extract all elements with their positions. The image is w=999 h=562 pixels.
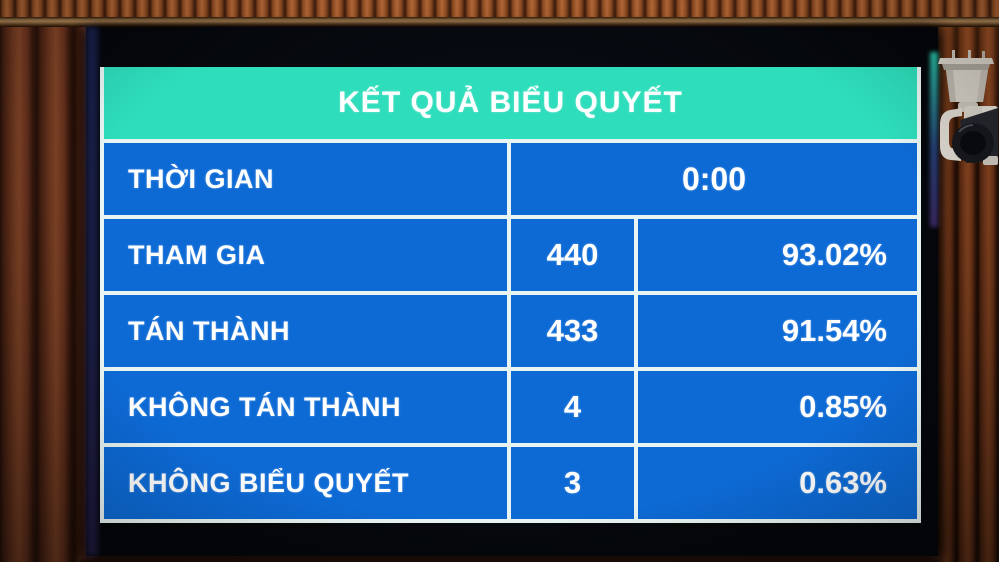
wood-wall-bottom [80, 556, 940, 562]
row-count-tham-gia: 440 [511, 219, 634, 291]
camera-mount [938, 50, 994, 112]
row-label-khong-tan-thanh: KHÔNG TÁN THÀNH [104, 371, 507, 443]
camera-lens-icon [952, 123, 994, 163]
board-title: KẾT QUẢ BIỂU QUYẾT [104, 67, 917, 139]
led-display: KẾT QUẢ BIỂU QUYẾT THỜI GIAN 0:00 THAM G… [86, 27, 938, 556]
row-percent-tan-thanh: 91.54% [638, 295, 917, 367]
screen-glow-left [86, 27, 98, 556]
row-percent-tham-gia: 93.02% [638, 219, 917, 291]
row-count-khong-tan-thanh: 4 [511, 371, 634, 443]
row-label-tham-gia: THAM GIA [104, 219, 507, 291]
row-percent-khong-tan-thanh: 0.85% [638, 371, 917, 443]
row-count-khong-bieu-quyet: 3 [511, 447, 634, 519]
wood-wall-top [0, 0, 999, 17]
row-percent-khong-bieu-quyet: 0.63% [638, 447, 917, 519]
time-row-label: THỜI GIAN [104, 143, 507, 215]
wood-wall-left [0, 27, 87, 562]
time-row-value: 0:00 [511, 143, 917, 215]
row-count-tan-thanh: 433 [511, 295, 634, 367]
wood-rail [0, 17, 999, 27]
voting-results-board: KẾT QUẢ BIỂU QUYẾT THỜI GIAN 0:00 THAM G… [100, 67, 921, 523]
row-label-khong-bieu-quyet: KHÔNG BIỂU QUYẾT [104, 447, 507, 519]
row-label-tan-thanh: TÁN THÀNH [104, 295, 507, 367]
security-camera [938, 50, 998, 165]
